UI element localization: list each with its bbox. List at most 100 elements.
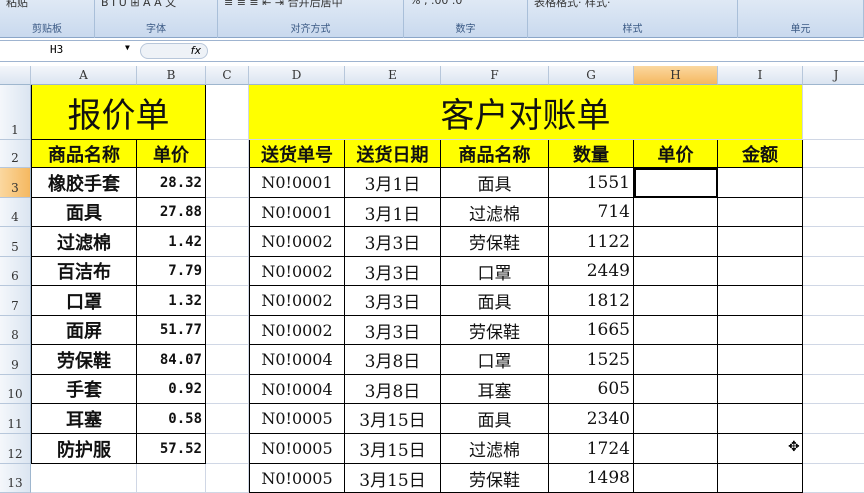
quote-item-name[interactable]: 橡胶手套 [31,168,137,198]
delivery-number[interactable]: N0!0001 [249,198,345,227]
grid-cell[interactable] [803,404,864,434]
amount-cell[interactable] [718,168,803,198]
row-header-3[interactable]: 3 [0,168,31,198]
grid-cell[interactable] [803,464,864,493]
column-header-E[interactable]: E [345,66,441,85]
grid-cell[interactable] [803,227,864,257]
statement-header[interactable]: 单价 [634,140,718,168]
grid-cell[interactable] [206,257,249,286]
unit-price-cell[interactable] [634,404,718,434]
delivery-number[interactable]: N0!0005 [249,464,345,493]
product-name[interactable]: 劳保鞋 [441,316,549,345]
product-name[interactable]: 劳保鞋 [441,464,549,493]
product-name[interactable]: 面具 [441,404,549,434]
amount-cell[interactable] [718,316,803,345]
quantity[interactable]: 605 [549,375,634,404]
quote-item-name[interactable]: 手套 [31,375,137,404]
grid-cell[interactable] [206,345,249,375]
quote-item-name[interactable]: 劳保鞋 [31,345,137,375]
unit-price-cell[interactable] [634,316,718,345]
quote-item-price[interactable]: 0.58 [137,404,206,434]
quote-item-price[interactable]: 57.52 [137,434,206,464]
quote-item-price[interactable]: 1.42 [137,227,206,257]
column-header-I[interactable]: I [718,66,803,85]
grid-cell[interactable] [803,286,864,316]
quote-item-name[interactable]: 百洁布 [31,257,137,286]
row-header-11[interactable]: 11 [0,404,31,434]
delivery-number[interactable]: N0!0005 [249,404,345,434]
grid-cell[interactable] [206,227,249,257]
product-name[interactable]: 口罩 [441,257,549,286]
delivery-number[interactable]: N0!0002 [249,286,345,316]
grid-cell[interactable] [206,286,249,316]
delivery-date[interactable]: 3月8日 [345,375,441,404]
amount-cell[interactable] [718,257,803,286]
product-name[interactable]: 口罩 [441,345,549,375]
amount-cell[interactable] [718,464,803,493]
amount-cell[interactable] [718,434,803,464]
delivery-date[interactable]: 3月1日 [345,198,441,227]
quantity[interactable]: 1665 [549,316,634,345]
delivery-number[interactable]: N0!0002 [249,257,345,286]
statement-header[interactable]: 商品名称 [441,140,549,168]
statement-header[interactable]: 送货日期 [345,140,441,168]
formula-input[interactable] [212,43,864,59]
delivery-number[interactable]: N0!0004 [249,375,345,404]
unit-price-cell[interactable] [634,434,718,464]
delivery-date[interactable]: 3月3日 [345,257,441,286]
quote-item-price[interactable]: 0.92 [137,375,206,404]
statement-title[interactable]: 客户对账单 [249,85,803,140]
quote-header[interactable]: 商品名称 [31,140,137,168]
grid-cell[interactable] [206,85,249,140]
quote-item-price[interactable]: 7.79 [137,257,206,286]
grid-cell[interactable] [803,198,864,227]
column-header-D[interactable]: D [249,66,345,85]
ribbon-tools[interactable]: % , .00 .0 [410,0,463,7]
delivery-date[interactable]: 3月3日 [345,227,441,257]
row-header-12[interactable]: 12 [0,434,31,464]
delivery-number[interactable]: N0!0002 [249,316,345,345]
product-name[interactable]: 耳塞 [441,375,549,404]
unit-price-cell[interactable] [634,286,718,316]
quote-item-name[interactable]: 耳塞 [31,404,137,434]
row-header-8[interactable]: 8 [0,316,31,345]
column-header-A[interactable]: A [31,66,137,85]
grid-cell[interactable] [803,257,864,286]
row-header-9[interactable]: 9 [0,345,31,375]
grid-cell[interactable] [803,85,864,140]
delivery-number[interactable]: N0!0002 [249,227,345,257]
delivery-date[interactable]: 3月8日 [345,345,441,375]
quantity[interactable]: 2449 [549,257,634,286]
grid-cell[interactable] [803,345,864,375]
row-header-5[interactable]: 5 [0,227,31,257]
column-header-G[interactable]: G [549,66,634,85]
quote-item-name[interactable]: 过滤棉 [31,227,137,257]
grid-cell[interactable] [803,316,864,345]
statement-header[interactable]: 金额 [718,140,803,168]
delivery-number[interactable]: N0!0004 [249,345,345,375]
unit-price-cell[interactable] [634,257,718,286]
quote-header[interactable]: 单价 [137,140,206,168]
delivery-number[interactable]: N0!0001 [249,168,345,198]
grid-cell[interactable] [206,168,249,198]
quote-item-price[interactable]: 28.32 [137,168,206,198]
ribbon-tools[interactable]: 表格格式· 样式· [534,0,611,9]
grid-cell[interactable] [206,434,249,464]
grid-cell[interactable] [206,198,249,227]
name-box[interactable]: H3 ▼ [0,43,135,59]
amount-cell[interactable] [718,198,803,227]
delivery-number[interactable]: N0!0005 [249,434,345,464]
quantity[interactable]: 1551 [549,168,634,198]
delivery-date[interactable]: 3月15日 [345,464,441,493]
grid-cell[interactable] [803,140,864,168]
delivery-date[interactable]: 3月3日 [345,316,441,345]
statement-header[interactable]: 数量 [549,140,634,168]
grid-cell[interactable] [206,404,249,434]
unit-price-cell[interactable] [634,375,718,404]
row-header-6[interactable]: 6 [0,257,31,286]
quantity[interactable]: 1812 [549,286,634,316]
grid-cell[interactable] [206,316,249,345]
quote-item-price[interactable]: 84.07 [137,345,206,375]
amount-cell[interactable] [718,227,803,257]
grid-cell[interactable] [137,464,206,493]
